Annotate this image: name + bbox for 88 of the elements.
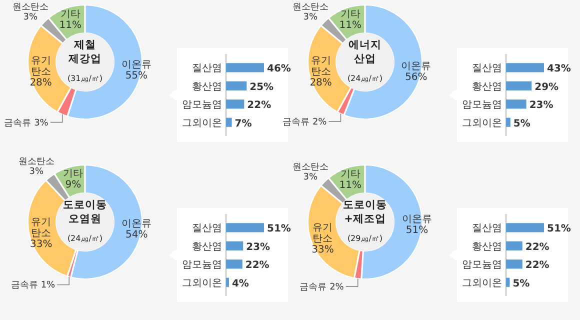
bar	[226, 118, 232, 127]
text: 도로이동 +제조업	[343, 199, 387, 225]
y-tick-label: 암모늄염	[182, 100, 222, 111]
data-label: 3%	[303, 12, 318, 22]
data-label: 5%	[513, 118, 530, 130]
y-tick-label: 암모늄염	[462, 260, 502, 271]
data-label: 9%	[65, 179, 82, 190]
y-tick-label: 질산염	[192, 223, 222, 234]
slice-label: 유기탄소	[31, 217, 52, 240]
y-tick-label: 그외이온	[182, 278, 222, 289]
data-label: 46%	[267, 64, 291, 75]
text: (29㎍/㎥)	[347, 234, 383, 243]
bar	[226, 223, 264, 232]
bar	[226, 63, 264, 72]
slice-label: 원소탄소	[292, 2, 328, 12]
data-label: 22%	[525, 242, 550, 253]
data-label: 51%	[547, 224, 571, 235]
slice-label: 금속류	[282, 118, 310, 128]
y-tick-label: 황산염	[192, 241, 222, 252]
slice-label: 이온류	[401, 61, 432, 72]
bar	[226, 241, 244, 250]
slice-label: 이온류	[402, 214, 432, 225]
slice-label: 이온류	[121, 60, 152, 71]
slice-label: 기타	[340, 169, 360, 180]
data-label: 51%	[406, 224, 428, 236]
data-label: 25%	[250, 82, 274, 93]
slice-label: 금속류	[10, 280, 38, 291]
text: (31㎍/㎥)	[67, 74, 103, 83]
data-label: 54%	[126, 229, 148, 240]
data-label: 4%	[232, 278, 249, 290]
text: (24㎍/㎥)	[67, 234, 103, 243]
data-label: 22%	[245, 260, 270, 272]
data-label: 56%	[405, 72, 428, 84]
y-tick-label: 황산염	[472, 241, 502, 252]
text: (24㎍/㎥)	[347, 74, 383, 83]
data-label: 23%	[246, 242, 270, 253]
data-label: 2%	[330, 282, 344, 293]
bar	[226, 260, 242, 269]
bar	[506, 100, 526, 109]
data-label: 3%	[29, 167, 44, 178]
data-label: 3%	[23, 12, 38, 22]
slice-label: 원소탄소	[18, 157, 54, 168]
data-label: 23%	[529, 100, 554, 112]
data-label: 43%	[547, 64, 571, 75]
data-label: 2%	[312, 118, 327, 128]
data-label: 3%	[303, 172, 318, 182]
y-tick-label: 암모늄염	[462, 100, 502, 111]
slice-label: 유기탄소	[312, 222, 333, 245]
data-label: 11%	[339, 180, 362, 192]
data-label: 11%	[59, 20, 82, 32]
data-label: 22%	[247, 100, 272, 112]
bar	[226, 278, 229, 287]
data-label: 22%	[525, 260, 550, 272]
bar	[506, 63, 544, 72]
slice-label: 기타	[60, 9, 80, 20]
data-label: 3%	[34, 118, 48, 128]
slice-label: 기타	[63, 168, 84, 180]
y-tick-label: 그외이온	[462, 118, 502, 129]
slice-label: 유기탄소	[310, 56, 331, 78]
bar	[506, 81, 532, 90]
slice-label: 원소탄소	[292, 162, 328, 172]
slice-label: 원소탄소	[12, 2, 48, 12]
slice-label: 금속류	[300, 282, 327, 293]
text: 제철 제강업	[68, 39, 102, 65]
data-label: 5%	[512, 278, 530, 290]
data-label: 29%	[534, 82, 559, 93]
y-tick-label: 황산염	[192, 81, 222, 92]
slice-label: 기타	[340, 9, 360, 20]
y-tick-label: 그외이온	[182, 118, 222, 129]
y-tick-label: 질산염	[192, 63, 222, 74]
bar	[226, 100, 244, 109]
bar	[506, 118, 510, 127]
y-tick-label: 질산염	[472, 63, 502, 74]
slice-label: 유기탄소	[30, 56, 51, 78]
y-tick-label: 질산염	[472, 223, 502, 234]
y-tick-label: 암모늄염	[182, 260, 222, 271]
data-label: 51%	[267, 224, 291, 235]
data-label: 55%	[125, 70, 148, 82]
data-label: 7%	[234, 118, 252, 130]
slice-label: 금속류	[4, 118, 32, 128]
y-tick-label: 황산염	[472, 81, 502, 92]
bar	[226, 81, 247, 90]
y-tick-label: 그외이온	[462, 278, 502, 289]
data-label: 1%	[40, 280, 56, 291]
data-label: 11%	[339, 20, 362, 32]
text: 에너지 산업	[348, 39, 382, 65]
slice-label: 이온류	[122, 218, 152, 230]
text: 도로이동 오염원	[63, 199, 107, 225]
